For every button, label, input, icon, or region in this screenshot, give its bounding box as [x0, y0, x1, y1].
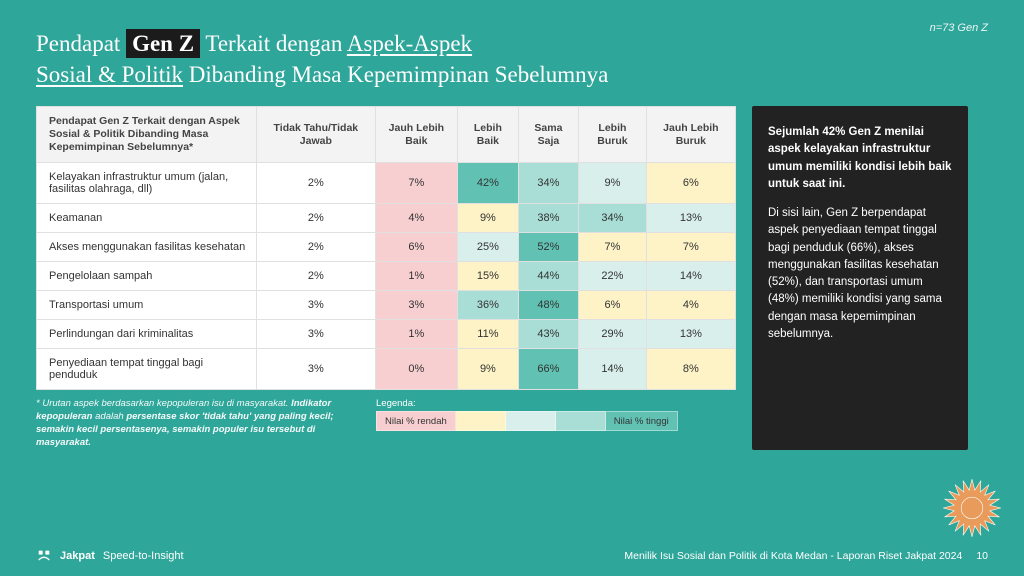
jakpat-logo-icon — [36, 548, 52, 564]
data-cell: 34% — [518, 163, 578, 204]
footnote-line1: * Urutan aspek berdasarkan kepopuleran i… — [36, 398, 288, 409]
data-cell: 38% — [518, 204, 578, 233]
data-table-wrap: Pendapat Gen Z Terkait dengan Aspek Sosi… — [36, 106, 736, 390]
data-cell: 4% — [646, 291, 735, 320]
footer: Jakpat Speed-to-Insight Menilik Isu Sosi… — [36, 548, 988, 564]
col-header: Lebih Baik — [458, 107, 519, 163]
data-cell: 1% — [375, 262, 457, 291]
data-cell: 34% — [579, 204, 647, 233]
data-cell: 66% — [518, 349, 578, 390]
data-cell: 44% — [518, 262, 578, 291]
data-cell: 15% — [458, 262, 519, 291]
data-cell: 9% — [458, 204, 519, 233]
table-row: Pengelolaan sampah2%1%15%44%22%14% — [37, 262, 736, 291]
data-cell: 7% — [646, 233, 735, 262]
footer-page: 10 — [976, 550, 988, 562]
data-cell: 4% — [375, 204, 457, 233]
data-cell: 1% — [375, 320, 457, 349]
legend: Legenda: Nilai % rendah Nilai % tinggi — [376, 390, 678, 431]
data-cell: 6% — [375, 233, 457, 262]
data-table: Pendapat Gen Z Terkait dengan Aspek Sosi… — [36, 106, 736, 390]
table-row: Perlindungan dari kriminalitas3%1%11%43%… — [37, 320, 736, 349]
data-cell: 3% — [257, 291, 376, 320]
data-cell: 11% — [458, 320, 519, 349]
data-cell: 0% — [375, 349, 457, 390]
data-cell: 29% — [579, 320, 647, 349]
slide-title: Pendapat Gen Z Terkait dengan Aspek-Aspe… — [36, 28, 988, 90]
col-header: Jauh Lebih Buruk — [646, 107, 735, 163]
legend-swatch — [456, 411, 506, 431]
legend-swatch: Nilai % tinggi — [606, 411, 678, 431]
title-part3: Dibanding Masa Kepemimpinan Sebelumnya — [183, 62, 608, 87]
footer-left: Jakpat Speed-to-Insight — [36, 548, 184, 564]
row-label: Akses menggunakan fasilitas kesehatan — [37, 233, 257, 262]
data-cell: 6% — [646, 163, 735, 204]
title-highlight: Gen Z — [126, 29, 200, 58]
data-cell: 2% — [257, 204, 376, 233]
data-cell: 7% — [375, 163, 457, 204]
data-cell: 48% — [518, 291, 578, 320]
title-underline1: Aspek-Aspek — [347, 31, 472, 56]
sidebar-p1: Sejumlah 42% Gen Z menilai aspek kelayak… — [768, 126, 951, 190]
footer-report: Menilik Isu Sosial dan Politik di Kota M… — [624, 550, 962, 562]
data-cell: 14% — [579, 349, 647, 390]
data-cell: 14% — [646, 262, 735, 291]
table-row: Kelayakan infrastruktur umum (jalan, fas… — [37, 163, 736, 204]
sidebar-note: Sejumlah 42% Gen Z menilai aspek kelayak… — [752, 106, 968, 450]
legend-swatch — [556, 411, 606, 431]
legend-swatch — [506, 411, 556, 431]
data-cell: 3% — [257, 349, 376, 390]
row-label: Transportasi umum — [37, 291, 257, 320]
title-part2: Terkait dengan — [200, 31, 347, 56]
data-cell: 2% — [257, 163, 376, 204]
col-header: Sama Saja — [518, 107, 578, 163]
col-header: Lebih Buruk — [579, 107, 647, 163]
col-header: Pendapat Gen Z Terkait dengan Aspek Sosi… — [37, 107, 257, 163]
data-cell: 36% — [458, 291, 519, 320]
starburst-icon — [942, 478, 1002, 538]
data-cell: 52% — [518, 233, 578, 262]
footer-tagline: Speed-to-Insight — [103, 550, 184, 562]
col-header: Jauh Lebih Baik — [375, 107, 457, 163]
row-label: Pengelolaan sampah — [37, 262, 257, 291]
data-cell: 2% — [257, 233, 376, 262]
title-underline2: Sosial & Politik — [36, 62, 183, 87]
row-label: Keamanan — [37, 204, 257, 233]
data-cell: 2% — [257, 262, 376, 291]
table-row: Akses menggunakan fasilitas kesehatan2%6… — [37, 233, 736, 262]
footnote-line2: adalah — [93, 411, 127, 422]
table-row: Penyediaan tempat tinggal bagi penduduk3… — [37, 349, 736, 390]
legend-swatch: Nilai % rendah — [376, 411, 456, 431]
row-label: Penyediaan tempat tinggal bagi penduduk — [37, 349, 257, 390]
row-label: Perlindungan dari kriminalitas — [37, 320, 257, 349]
data-cell: 13% — [646, 320, 735, 349]
footer-brand: Jakpat — [60, 550, 95, 562]
footer-right: Menilik Isu Sosial dan Politik di Kota M… — [624, 550, 988, 562]
data-cell: 3% — [375, 291, 457, 320]
row-label: Kelayakan infrastruktur umum (jalan, fas… — [37, 163, 257, 204]
legend-label: Legenda: — [376, 398, 416, 409]
data-cell: 42% — [458, 163, 519, 204]
data-cell: 7% — [579, 233, 647, 262]
sample-size: n=73 Gen Z — [930, 22, 988, 34]
data-cell: 9% — [458, 349, 519, 390]
data-cell: 25% — [458, 233, 519, 262]
title-part1: Pendapat — [36, 31, 126, 56]
data-cell: 6% — [579, 291, 647, 320]
table-row: Keamanan2%4%9%38%34%13% — [37, 204, 736, 233]
data-cell: 8% — [646, 349, 735, 390]
data-cell: 13% — [646, 204, 735, 233]
data-cell: 22% — [579, 262, 647, 291]
table-row: Transportasi umum3%3%36%48%6%4% — [37, 291, 736, 320]
data-cell: 9% — [579, 163, 647, 204]
data-cell: 3% — [257, 320, 376, 349]
data-cell: 43% — [518, 320, 578, 349]
col-header: Tidak Tahu/Tidak Jawab — [257, 107, 376, 163]
sidebar-p2: Di sisi lain, Gen Z berpendapat aspek pe… — [768, 205, 952, 343]
footnote: * Urutan aspek berdasarkan kepopuleran i… — [36, 398, 356, 449]
